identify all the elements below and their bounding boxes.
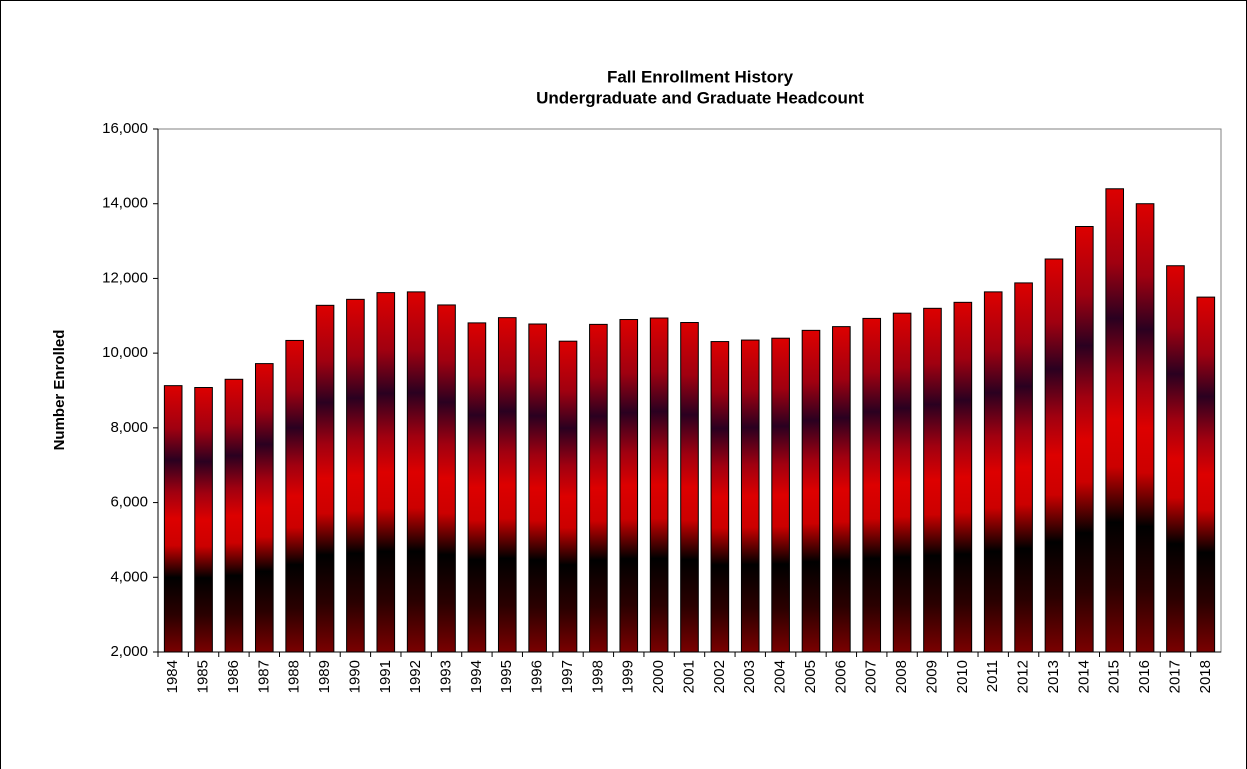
x-tick-label: 2011	[984, 660, 1001, 692]
y-tick-label: 8,000	[110, 419, 148, 436]
bar	[771, 337, 790, 653]
x-tick-label: 1985	[195, 660, 212, 693]
x-tick-label: 1998	[589, 660, 606, 693]
bar	[710, 341, 730, 653]
x-tick-label: 2007	[863, 660, 880, 693]
bar	[224, 378, 244, 653]
y-axis-label: Number Enrolled	[51, 330, 68, 451]
x-tick-label: 1999	[620, 660, 637, 693]
bar	[558, 340, 578, 653]
bar	[892, 312, 912, 653]
x-tick-label: 2015	[1106, 660, 1123, 693]
bar	[801, 329, 821, 653]
x-tick-label: 2017	[1166, 660, 1183, 693]
bar	[346, 298, 365, 653]
y-tick-label: 6,000	[110, 494, 148, 511]
y-tick-label: 12,000	[102, 269, 148, 286]
x-tick-label: 2008	[893, 660, 910, 693]
y-tick-label: 2,000	[110, 643, 148, 660]
x-tick-label: 1990	[346, 660, 363, 693]
x-tick-label: 1996	[529, 660, 546, 693]
x-tick-label: 1987	[255, 660, 272, 693]
x-tick-label: 2005	[802, 660, 819, 693]
y-tick-label: 16,000	[102, 120, 148, 137]
bar	[589, 323, 608, 653]
y-tick-label: 10,000	[102, 344, 148, 361]
bar	[1075, 226, 1094, 653]
bar	[497, 317, 517, 653]
bar	[1166, 265, 1185, 653]
bar	[163, 385, 183, 653]
chart-subtitle: Undergraduate and Graduate Headcount	[536, 88, 864, 107]
x-tick-label: 2003	[741, 660, 758, 693]
x-tick-label: 1994	[468, 660, 485, 693]
x-tick-label: 1984	[164, 660, 181, 693]
bar	[862, 317, 882, 653]
x-tick-label: 2009	[923, 660, 940, 693]
bar	[1014, 282, 1033, 653]
bar	[467, 322, 487, 653]
x-tick-label: 2001	[680, 660, 697, 693]
bar	[315, 304, 335, 653]
bar	[649, 317, 669, 653]
bar	[1135, 203, 1155, 653]
bar	[1044, 258, 1064, 653]
bar	[619, 319, 639, 653]
x-tick-label: 1988	[286, 660, 303, 693]
bar	[254, 363, 274, 653]
x-tick-label: 1995	[498, 660, 515, 693]
x-tick-label: 1986	[225, 660, 242, 693]
bar	[437, 304, 456, 653]
bar	[406, 291, 426, 653]
bar	[1196, 296, 1216, 653]
x-tick-label: 2000	[650, 660, 667, 693]
bar	[285, 339, 304, 653]
bar	[528, 323, 547, 653]
x-tick-label: 2004	[772, 660, 789, 693]
x-tick-label: 2013	[1045, 660, 1062, 693]
bar	[680, 322, 699, 653]
x-tick-label: 1997	[559, 660, 576, 693]
x-tick-label: 1989	[316, 660, 333, 693]
x-tick-label: 2010	[954, 660, 971, 693]
bar	[832, 326, 851, 653]
x-tick-label: 2012	[1015, 660, 1032, 693]
bar	[740, 339, 760, 653]
bar	[923, 307, 942, 653]
bar	[194, 387, 213, 653]
bar	[953, 301, 973, 653]
bar	[376, 292, 396, 653]
x-tick-label: 1992	[407, 660, 424, 693]
y-tick-label: 14,000	[102, 195, 148, 212]
bar	[1105, 188, 1125, 653]
x-tick-label: 1991	[377, 660, 394, 693]
bar	[983, 291, 1003, 653]
y-tick-label: 4,000	[110, 568, 148, 585]
x-tick-label: 2002	[711, 660, 728, 693]
x-tick-label: 2014	[1075, 660, 1092, 693]
chart-title: Fall Enrollment History	[607, 67, 794, 86]
x-tick-label: 2016	[1136, 660, 1153, 693]
x-tick-label: 2006	[832, 660, 849, 693]
x-tick-label: 2018	[1197, 660, 1214, 693]
x-tick-label: 1993	[437, 660, 454, 693]
